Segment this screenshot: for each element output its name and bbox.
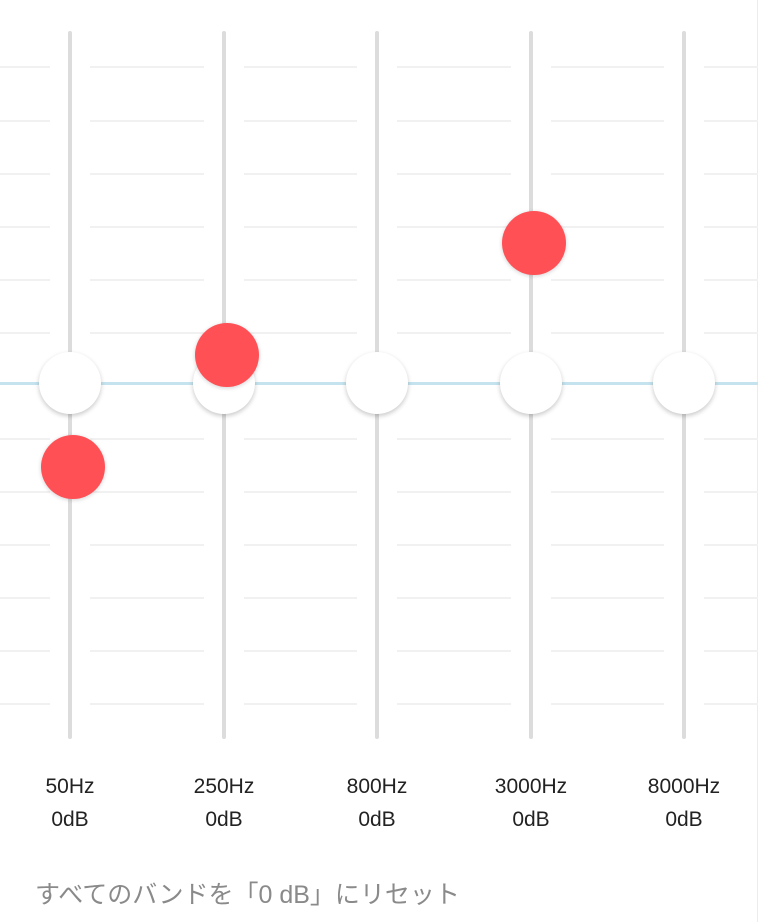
grid-line	[90, 438, 204, 440]
band-label-50hz: 50Hz 0dB	[10, 770, 130, 836]
grid-line	[90, 491, 204, 493]
grid-line	[244, 226, 357, 228]
grid-line	[551, 597, 664, 599]
grid-line	[244, 332, 357, 334]
grid-line	[397, 173, 511, 175]
band-frequency: 800Hz	[346, 775, 408, 798]
grid-line	[551, 703, 664, 705]
band-gain: 0dB	[358, 808, 396, 831]
grid-line	[244, 279, 357, 281]
grid-line	[704, 597, 758, 599]
gain-marker-50hz	[41, 435, 105, 499]
grid-line	[397, 66, 511, 68]
grid-line	[704, 66, 758, 68]
grid-line	[704, 173, 758, 175]
band-label-250hz: 250Hz 0dB	[164, 770, 284, 836]
grid-line	[0, 332, 50, 334]
grid-line	[704, 703, 758, 705]
grid-line	[244, 597, 357, 599]
slider-thumb-3000hz[interactable]	[500, 352, 562, 414]
grid-line	[90, 544, 204, 546]
grid-line	[0, 650, 50, 652]
grid-line	[704, 332, 758, 334]
grid-line	[244, 703, 357, 705]
grid-line	[0, 173, 50, 175]
grid-line	[397, 226, 511, 228]
grid-line	[0, 66, 50, 68]
band-gain: 0dB	[205, 808, 243, 831]
grid-line	[397, 120, 511, 122]
band-frequency: 8000Hz	[647, 775, 721, 798]
grid-line	[0, 226, 50, 228]
slider-thumb-800hz[interactable]	[346, 352, 408, 414]
grid-line	[397, 650, 511, 652]
grid-line	[0, 703, 50, 705]
grid-line	[397, 491, 511, 493]
grid-line	[551, 544, 664, 546]
grid-line	[551, 120, 664, 122]
grid-line	[90, 120, 204, 122]
slider-thumb-50hz[interactable]	[39, 352, 101, 414]
grid-line	[551, 279, 664, 281]
grid-line	[397, 279, 511, 281]
grid-line	[704, 279, 758, 281]
grid-line	[244, 120, 357, 122]
band-label-800hz: 800Hz 0dB	[317, 770, 437, 836]
grid-line	[704, 120, 758, 122]
grid-line	[90, 173, 204, 175]
grid-line	[551, 66, 664, 68]
grid-line	[90, 332, 204, 334]
grid-line	[397, 703, 511, 705]
grid-line	[0, 279, 50, 281]
gain-marker-3000hz	[502, 211, 566, 275]
grid-line	[704, 544, 758, 546]
grid-line	[244, 650, 357, 652]
grid-line	[90, 66, 204, 68]
grid-line	[551, 650, 664, 652]
grid-line	[0, 597, 50, 599]
grid-line	[0, 438, 50, 440]
grid-line	[244, 491, 357, 493]
band-label-3000hz: 3000Hz 0dB	[471, 770, 591, 836]
grid-line	[244, 66, 357, 68]
band-gain: 0dB	[51, 808, 89, 831]
slider-thumb-8000hz[interactable]	[653, 352, 715, 414]
grid-line	[90, 226, 204, 228]
grid-line	[704, 226, 758, 228]
grid-line	[704, 650, 758, 652]
grid-line	[551, 491, 664, 493]
grid-line	[551, 173, 664, 175]
gain-marker-250hz	[195, 323, 259, 387]
grid-line	[551, 226, 664, 228]
grid-line	[90, 703, 204, 705]
grid-line	[704, 438, 758, 440]
band-gain: 0dB	[665, 808, 703, 831]
grid-line	[397, 332, 511, 334]
grid-line	[244, 544, 357, 546]
grid-line	[551, 332, 664, 334]
band-gain: 0dB	[512, 808, 550, 831]
reset-all-bands-link[interactable]: すべてのバンドを「0 dB」にリセット	[35, 881, 460, 909]
grid-line	[397, 438, 511, 440]
grid-line	[0, 544, 50, 546]
grid-line	[0, 491, 50, 493]
grid-line	[244, 173, 357, 175]
grid-line	[0, 120, 50, 122]
grid-line	[551, 438, 664, 440]
band-frequency: 250Hz	[193, 775, 255, 798]
grid-line	[90, 650, 204, 652]
band-frequency: 3000Hz	[494, 775, 568, 798]
grid-line	[90, 597, 204, 599]
grid-line	[397, 544, 511, 546]
grid-line	[704, 491, 758, 493]
grid-line	[397, 597, 511, 599]
band-frequency: 50Hz	[45, 775, 95, 798]
band-label-8000hz: 8000Hz 0dB	[624, 770, 744, 836]
grid-line	[90, 279, 204, 281]
grid-line	[244, 438, 357, 440]
